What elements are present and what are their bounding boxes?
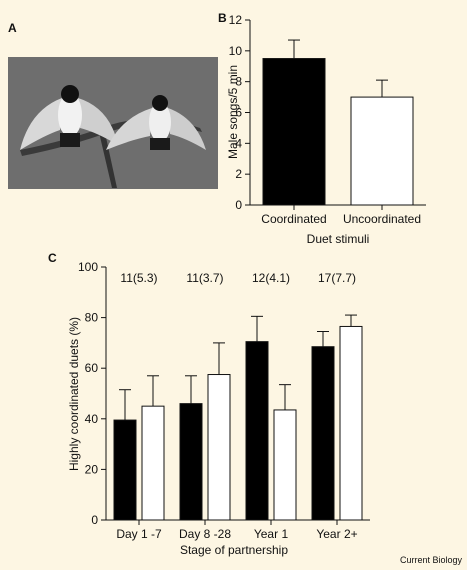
chart-c-bar-series-1 bbox=[113, 419, 137, 521]
chart-b-x-axis-title: Duet stimuli bbox=[307, 232, 370, 246]
panel-label-c: C bbox=[48, 251, 57, 265]
chart-c-x-tick-label: Day 1 -7 bbox=[116, 527, 162, 541]
chart-c-y-tick-label: 40 bbox=[85, 412, 99, 426]
chart-c-bar-series-1 bbox=[245, 341, 269, 521]
chart-b-y-tick-label: 2 bbox=[235, 167, 242, 181]
chart-c-sample-size-label: 17(7.7) bbox=[318, 271, 356, 285]
chart-c-y-tick-label: 100 bbox=[78, 260, 98, 274]
chart-c-sample-size-label: 12(4.1) bbox=[252, 271, 290, 285]
chart-b-y-tick-label: 8 bbox=[235, 75, 242, 89]
chart-c-bar-series-1 bbox=[179, 403, 203, 521]
credit-text: Current Biology bbox=[400, 555, 463, 565]
chart-c-y-tick-label: 80 bbox=[85, 311, 99, 325]
chart-b-bar bbox=[350, 96, 414, 206]
chart-c-sample-size-label: 11(3.7) bbox=[186, 271, 223, 285]
chart-c-bar-series-2 bbox=[339, 325, 363, 521]
bird-photo bbox=[8, 57, 218, 189]
chart-c-bar-series-2 bbox=[273, 409, 297, 521]
left-bird bbox=[20, 85, 118, 150]
panel-label-a: A bbox=[8, 21, 17, 35]
chart-c-y-axis-title: Highly coordinated duets (%) bbox=[67, 317, 81, 471]
chart-b-x-tick-label: Uncoordinated bbox=[343, 212, 421, 226]
chart-c-x-tick-label: Year 2+ bbox=[316, 527, 357, 541]
chart-c-x-tick-label: Day 8 -28 bbox=[179, 527, 231, 541]
chart-b-x-tick-label: Coordinated bbox=[261, 212, 326, 226]
chart-b-y-tick-label: 6 bbox=[235, 106, 242, 120]
chart-c-bar-series-1 bbox=[311, 346, 335, 521]
chart-c-y-tick-label: 60 bbox=[85, 361, 99, 375]
chart-b-y-tick-label: 0 bbox=[235, 198, 242, 212]
chart-b-y-tick-label: 4 bbox=[235, 136, 242, 150]
branch-stem bbox=[98, 128, 117, 188]
chart-c-x-tick-label: Year 1 bbox=[254, 527, 289, 541]
chart-c: 0 20 40 60 80 100 11(5.3) 11(3.7) 12(4.1) 17(7.7… bbox=[67, 260, 370, 557]
chart-c-bar-series-2 bbox=[141, 405, 165, 521]
chart-c-bar-series-2 bbox=[207, 374, 231, 521]
panel-label-b: B bbox=[218, 11, 227, 25]
chart-b-bar bbox=[262, 58, 326, 206]
chart-b: 0 2 4 6 8 10 12 Coordinated Uncoordinated Duet … bbox=[226, 13, 426, 246]
right-bird bbox=[106, 95, 206, 150]
chart-c-y-tick-label: 0 bbox=[91, 513, 98, 527]
chart-c-x-axis-title: Stage of partnership bbox=[180, 543, 288, 557]
chart-c-y-tick-label: 20 bbox=[85, 462, 99, 476]
chart-c-sample-size-label: 11(5.3) bbox=[120, 271, 157, 285]
chart-b-y-tick-label: 10 bbox=[229, 44, 243, 58]
chart-b-y-tick-label: 12 bbox=[229, 13, 243, 27]
chart-b-y-axis-title: Male songs/5 min bbox=[226, 65, 240, 159]
